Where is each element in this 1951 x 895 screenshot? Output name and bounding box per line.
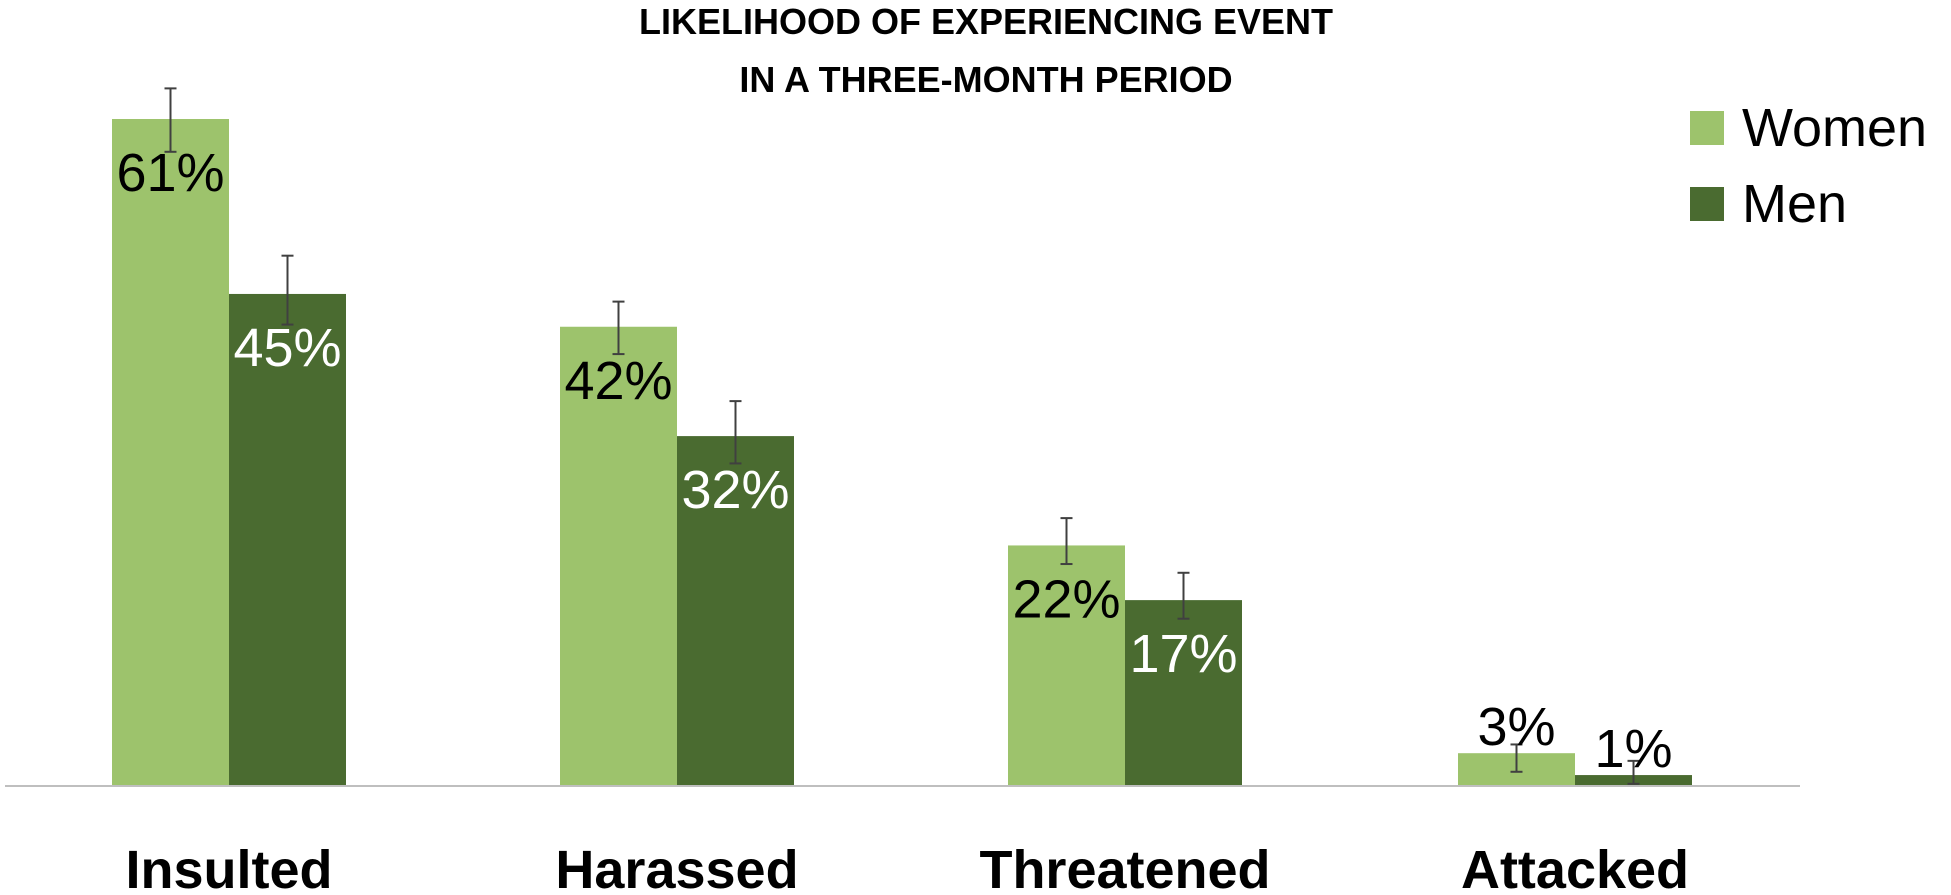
data-label-men-threatened: 17%: [1129, 624, 1237, 684]
bar-women-insulted: [112, 119, 229, 786]
error-bar-men-harassed: [729, 400, 742, 465]
error-bar-women-attacked: [1510, 743, 1523, 773]
category-label-threatened: Threatened: [979, 840, 1270, 895]
data-label-women-harassed: 42%: [564, 351, 672, 411]
category-label-harassed: Harassed: [555, 840, 798, 895]
category-label-attacked: Attacked: [1461, 840, 1689, 895]
error-bar-women-threatened: [1060, 517, 1073, 566]
category-label-insulted: Insulted: [125, 840, 332, 895]
data-label-women-insulted: 61%: [116, 143, 224, 203]
data-label-men-harassed: 32%: [681, 460, 789, 520]
error-bar-men-threatened: [1177, 571, 1190, 620]
legend-swatch-women: [1690, 111, 1724, 145]
legend-swatch-men: [1690, 187, 1724, 221]
error-bar-women-harassed: [612, 300, 625, 356]
bar-men-threatened: [1125, 600, 1242, 786]
chart-title-line-2: IN A THREE-MONTH PERIOD: [739, 59, 1232, 100]
legend: Women Men: [1690, 98, 1927, 234]
chart-title-line-1: LIKELIHOOD OF EXPERIENCING EVENT: [639, 1, 1333, 42]
bar-women-harassed: [560, 326, 677, 786]
bar-men-harassed: [677, 436, 794, 786]
error-bar-women-insulted: [164, 87, 177, 153]
plot-area: 61% 45% Insulted 42%32% Harassed 22%17% Threat…: [112, 87, 1692, 895]
legend-label-men: Men: [1742, 174, 1847, 234]
error-bar-men-attacked: [1627, 759, 1640, 785]
data-label-men-insulted: 45%: [233, 318, 341, 378]
legend-label-women: Women: [1742, 98, 1927, 158]
bar-men-insulted: [229, 293, 346, 786]
bar-women-threatened: [1008, 545, 1125, 786]
data-label-men-attacked: 1%: [1594, 719, 1672, 779]
data-label-women-threatened: 22%: [1012, 569, 1120, 629]
data-label-women-attacked: 3%: [1477, 697, 1555, 757]
error-bar-men-insulted: [281, 254, 294, 326]
